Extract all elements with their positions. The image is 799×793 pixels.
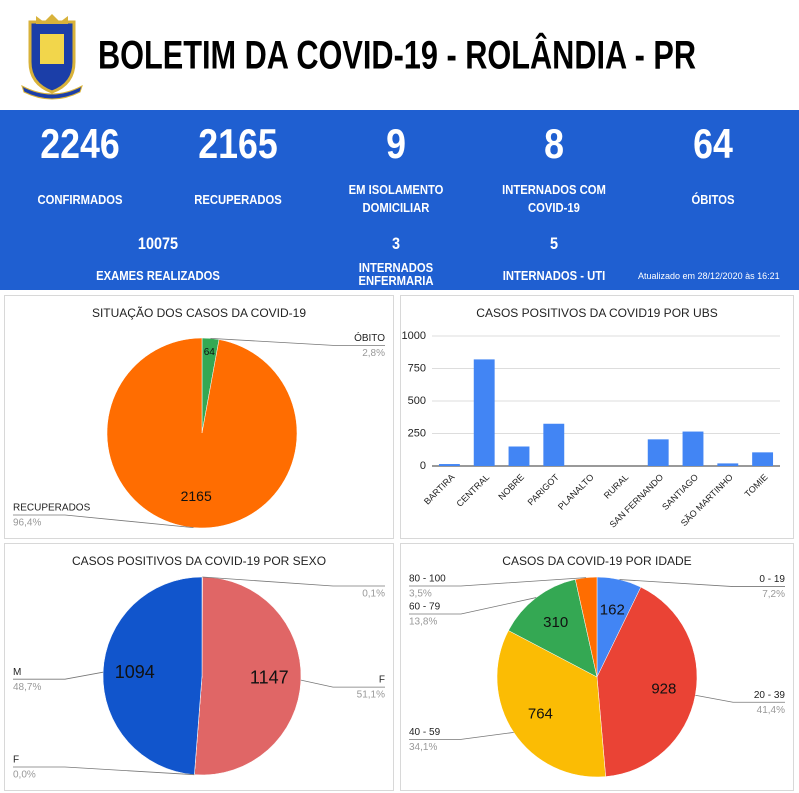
chart-title: SITUAÇÃO DOS CASOS DA COVID-19 — [92, 306, 306, 320]
pie-slice — [102, 576, 203, 775]
stat-label: EM ISOLAMENTO DOMICILIAR — [348, 183, 444, 215]
stat-value: 8 — [544, 120, 564, 167]
x-tick-label: PLANALTO — [556, 472, 596, 512]
slice-percent: 0,0% — [13, 770, 36, 781]
bar — [438, 464, 460, 466]
leader-line — [13, 766, 195, 776]
y-tick-label: 0 — [420, 460, 426, 472]
bar — [647, 439, 669, 466]
leader-line — [619, 579, 785, 587]
slice-percent: 2,8% — [362, 348, 385, 359]
slice-value: 1147 — [250, 668, 289, 688]
slice-percent: 13,8% — [409, 617, 437, 628]
slice-percent: 51,1% — [357, 690, 385, 701]
slice-value: 310 — [543, 614, 568, 631]
slice-value: 2165 — [181, 488, 212, 504]
slice-value: 764 — [528, 706, 553, 723]
slice-percent: 48,7% — [13, 682, 41, 693]
bar — [543, 423, 565, 466]
slice-percent: 7,2% — [762, 589, 785, 600]
stat-label: INTERNADOS ENFERMARIA — [358, 261, 434, 288]
slice-label: 80 - 100 — [409, 574, 446, 585]
stat-value: 5 — [549, 234, 559, 253]
chart-title: CASOS DA COVID-19 POR IDADE — [502, 554, 691, 568]
slice-label: 60 - 79 — [409, 602, 441, 613]
slice-percent: 3,5% — [409, 589, 432, 600]
y-tick-label: 1000 — [402, 330, 426, 342]
slice-label: F — [13, 755, 19, 766]
slice-value: 1094 — [115, 662, 155, 682]
logo — [21, 14, 83, 100]
x-tick-label: PARIGOT — [526, 472, 562, 508]
y-tick-label: 750 — [408, 362, 426, 374]
leader-line — [409, 732, 514, 740]
slice-label: ÓBITO — [354, 331, 385, 344]
x-tick-label: RURAL — [602, 472, 631, 501]
stat-value: 2246 — [40, 120, 120, 167]
bar — [717, 463, 739, 466]
stat-label: ÓBITOS — [691, 193, 735, 207]
stats-band — [0, 110, 799, 290]
stat-value: 10075 — [137, 234, 179, 253]
slice-value: 928 — [651, 680, 676, 697]
stat-label: RECUPERADOS — [194, 193, 282, 207]
bar — [473, 359, 495, 466]
x-tick-label: BARTIRA — [422, 472, 457, 507]
leader-line — [210, 337, 385, 346]
bar — [682, 431, 704, 466]
slice-label: RECUPERADOS — [13, 503, 91, 514]
slice-value: 64 — [204, 347, 216, 358]
leader-line — [13, 671, 104, 680]
leader-line — [202, 576, 385, 587]
pie-slice — [508, 579, 598, 678]
slice-label: 40 - 59 — [409, 727, 441, 738]
slice-label: F — [379, 675, 385, 686]
chart-title: CASOS POSITIVOS DA COVID-19 POR SEXO — [72, 554, 326, 568]
page-title: BOLETIM DA COVID-19 - ROLÂNDIA - PR — [98, 32, 696, 78]
leader-line — [300, 679, 385, 688]
stat-label: EXAMES REALIZADOS — [96, 269, 220, 283]
stat-value: 2165 — [198, 120, 278, 167]
bar — [508, 446, 530, 466]
slice-percent: 34,1% — [409, 742, 437, 753]
stat-label: INTERNADOS COM COVID-19 — [502, 183, 606, 215]
slice-label: 20 - 39 — [754, 690, 786, 701]
chart-title: CASOS POSITIVOS DA COVID19 POR UBS — [476, 306, 717, 320]
stat-value: 64 — [693, 120, 733, 167]
slice-percent: 96,4% — [13, 518, 41, 529]
slice-label: M — [13, 667, 21, 678]
pie-slice — [194, 576, 302, 776]
leader-line — [695, 694, 785, 703]
x-tick-label: NOBRE — [496, 472, 526, 502]
stat-label: INTERNADOS - UTI — [502, 269, 606, 283]
leader-line — [409, 597, 537, 615]
bar — [752, 452, 774, 466]
slice-percent: 41,4% — [757, 705, 785, 716]
x-tick-label: CENTRAL — [455, 472, 492, 509]
leader-line — [13, 514, 194, 529]
stat-value: 3 — [391, 234, 401, 253]
slice-label: 0 - 19 — [759, 574, 785, 585]
stat-value: 9 — [386, 120, 406, 167]
stat-label: CONFIRMADOS — [37, 193, 123, 207]
y-tick-label: 250 — [408, 427, 426, 439]
panels — [4, 295, 794, 791]
y-tick-label: 500 — [408, 395, 426, 407]
x-tick-label: TOMIE — [743, 472, 770, 499]
slice-percent: 0,1% — [362, 589, 385, 600]
slice-value: 162 — [600, 602, 625, 619]
leader-line — [409, 577, 587, 587]
updated-note: Atualizado em 28/12/2020 às 16:21 — [638, 271, 780, 281]
